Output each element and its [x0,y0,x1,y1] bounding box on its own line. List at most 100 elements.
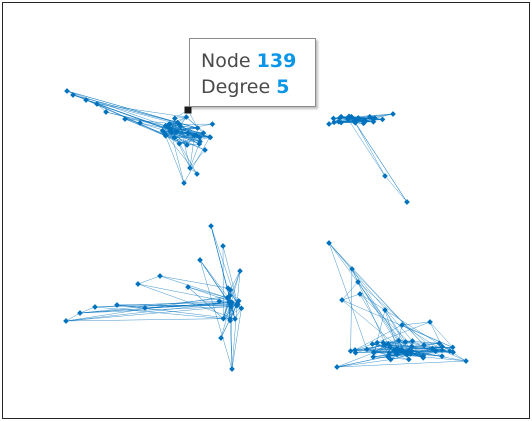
graph-node-c0[interactable] [137,120,143,126]
graph-node-c3[interactable] [355,279,361,285]
graph-node-c1[interactable] [379,116,386,123]
graph-node-c0[interactable] [171,134,178,141]
graph-node-c1[interactable] [348,113,355,120]
graph-node-c1[interactable] [362,118,369,124]
graph-node-c3[interactable] [402,349,408,356]
graph-node-c3[interactable] [386,349,393,356]
selected-node-marker[interactable] [184,106,192,114]
graph-node-c3[interactable] [349,266,355,272]
graph-node-c3[interactable] [399,322,405,328]
graph-node-c1[interactable] [338,119,344,126]
graph-node-c3[interactable] [439,353,445,360]
graph-node-c3[interactable] [408,343,415,350]
graph-node-c3[interactable] [398,346,405,353]
graph-node-c3[interactable] [334,364,340,370]
graph-node-c3[interactable] [432,348,439,355]
graph-node-c1[interactable] [338,113,345,120]
graph-node-c3[interactable] [364,346,370,353]
graph-node-c3[interactable] [385,341,391,347]
graph-node-c0[interactable] [187,165,193,171]
graph-node-c3[interactable] [395,337,402,344]
graph-node-c3[interactable] [352,349,359,356]
graph-node-c1[interactable] [351,118,358,124]
graph-node-c3[interactable] [382,307,388,313]
graph-node-c2[interactable] [114,302,120,308]
graph-node-c2[interactable] [185,284,191,290]
graph-node-c2[interactable] [227,317,234,324]
graph-node-c1[interactable] [370,118,377,125]
graph-node-c3[interactable] [405,356,412,363]
graph-node-c0[interactable] [159,127,166,134]
graph-node-c2[interactable] [208,223,214,229]
graph-node-c3[interactable] [347,348,354,354]
graph-node-c0[interactable] [185,130,191,137]
graph-node-c3[interactable] [374,339,380,346]
graph-node-c0[interactable] [194,171,200,177]
graph-node-c0[interactable] [172,115,178,122]
graph-node-c2[interactable] [228,299,235,306]
graph-node-c3[interactable] [326,240,332,246]
graph-node-c2[interactable] [197,257,203,263]
graph-node-c0[interactable] [202,147,208,153]
graph-node-c0[interactable] [162,132,169,139]
graph-node-c2[interactable] [237,268,243,274]
graph-node-c2[interactable] [157,273,163,279]
graph-node-c0[interactable] [197,138,203,145]
graph-node-c1[interactable] [382,173,388,179]
graph-node-c3[interactable] [406,347,412,354]
graph-node-c0[interactable] [83,97,89,103]
graph-node-c3[interactable] [439,347,445,353]
graph-node-c0[interactable] [122,116,128,122]
graph-node-c1[interactable] [331,119,337,126]
graph-node-c2[interactable] [232,316,238,322]
graph-node-c2[interactable] [216,298,223,305]
graph-node-c2[interactable] [227,292,233,299]
graph-node-c0[interactable] [181,180,187,186]
graph-node-c0[interactable] [209,121,216,127]
graph-node-c2[interactable] [220,315,227,322]
graph-node-c3[interactable] [339,297,345,303]
graph-node-c3[interactable] [429,345,436,352]
graph-node-c2[interactable] [135,281,141,287]
graph-node-c0[interactable] [176,140,183,147]
graph-node-c2[interactable] [77,310,83,316]
graph-node-c0[interactable] [207,134,214,141]
graph-node-c3[interactable] [371,349,377,355]
graph-node-c0[interactable] [64,88,70,94]
graph-node-c1[interactable] [326,121,332,127]
graph-node-c0[interactable] [166,121,173,127]
graph-node-c0[interactable] [70,92,76,98]
graph-node-c3[interactable] [421,342,427,348]
graph-node-c3[interactable] [391,347,397,354]
graph-node-c1[interactable] [404,199,410,205]
graph-node-c2[interactable] [235,298,242,304]
graph-node-c3[interactable] [409,338,416,344]
graph-node-c3[interactable] [436,340,443,347]
graph-node-c0[interactable] [200,130,207,136]
graph-node-c2[interactable] [220,243,226,249]
graph-node-c3[interactable] [449,344,456,351]
graph-node-c1[interactable] [355,115,361,122]
graph-node-c3[interactable] [427,319,433,325]
graph-node-c2[interactable] [142,305,148,311]
graph-node-c0[interactable] [191,132,198,139]
graph-node-c3[interactable] [439,343,446,350]
graph-node-c1[interactable] [330,115,337,122]
graph-node-c2[interactable] [228,303,235,310]
graph-node-c3[interactable] [447,348,453,354]
graph-node-c2[interactable] [238,305,245,312]
graph-node-c3[interactable] [370,354,377,360]
graph-node-c3[interactable] [402,339,409,345]
graph-node-c0[interactable] [174,119,181,126]
graph-node-c0[interactable] [173,128,180,135]
graph-node-c0[interactable] [183,114,190,120]
graph-node-c2[interactable] [227,287,234,293]
graph-node-c2[interactable] [92,304,98,310]
graph-node-c0[interactable] [167,128,174,135]
graph-node-c1[interactable] [390,111,396,117]
graph-node-c0[interactable] [94,101,100,107]
graph-node-c3[interactable] [357,291,363,297]
graph-node-c0[interactable] [103,109,109,115]
graph-node-c0[interactable] [194,125,201,131]
graph-node-c2[interactable] [229,366,235,372]
